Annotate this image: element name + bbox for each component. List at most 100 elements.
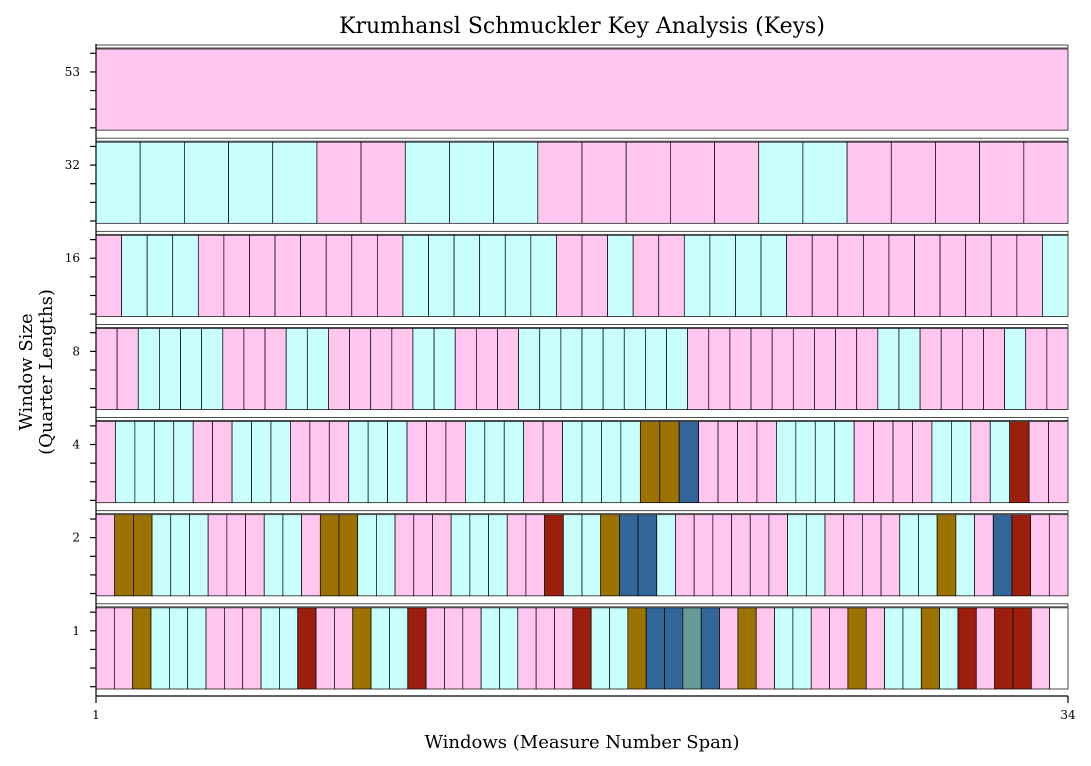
row-separator-band — [95, 230, 1069, 235]
chart-title: Krumhansl Schmuckler Key Analysis (Keys) — [339, 14, 825, 39]
key-cell — [189, 514, 209, 597]
key-cell — [853, 421, 874, 504]
key-cell — [983, 328, 1005, 410]
key-cell — [581, 234, 608, 317]
key-cell — [607, 234, 634, 317]
key-cell — [708, 328, 731, 410]
key-cell — [243, 328, 266, 410]
chart-axes: 1 34 53 32 16 8 4 2 1 — [65, 44, 1076, 722]
key-cell — [387, 421, 408, 504]
key-cell — [95, 607, 115, 690]
key-cell — [756, 421, 777, 504]
key-cell — [226, 514, 246, 597]
key-cell — [562, 514, 583, 597]
key-cell — [270, 421, 291, 504]
key-cell — [95, 234, 122, 317]
key-cell — [865, 607, 885, 690]
key-cell — [795, 421, 816, 504]
key-cell — [714, 141, 760, 224]
y-axis-label: Window Size (Quarter Lengths) — [16, 289, 57, 455]
key-cell — [755, 607, 775, 690]
key-cell — [846, 141, 892, 224]
window-row-2 — [95, 510, 1069, 597]
key-cell — [562, 421, 583, 504]
key-cell — [173, 421, 194, 504]
key-cell — [877, 328, 900, 410]
key-cell — [132, 607, 152, 690]
chart-rows — [95, 44, 1069, 690]
window-row-16 — [95, 230, 1069, 317]
key-cell — [792, 607, 812, 690]
key-cell — [445, 421, 466, 504]
key-cell — [391, 328, 414, 410]
key-cell — [95, 421, 116, 504]
key-cell — [1023, 141, 1069, 224]
key-cell — [554, 607, 574, 690]
key-cell — [771, 328, 794, 410]
key-cell — [717, 421, 738, 504]
key-cell — [884, 607, 904, 690]
y-axis-label-line1: Window Size — [16, 313, 37, 430]
key-cell — [394, 514, 415, 597]
key-cell — [656, 514, 676, 597]
key-cell — [260, 607, 280, 690]
key-cell — [404, 141, 450, 224]
key-cell — [228, 141, 274, 224]
key-cell — [888, 234, 915, 317]
key-cell — [814, 328, 836, 410]
key-cell — [581, 421, 602, 504]
key-cell — [609, 607, 629, 690]
key-cell — [115, 421, 136, 504]
key-cell — [880, 514, 901, 597]
key-cell — [600, 514, 620, 597]
key-cell — [931, 421, 952, 504]
key-cell — [207, 514, 228, 597]
key-cell — [774, 607, 794, 690]
key-cell — [683, 234, 711, 317]
key-cell — [560, 328, 583, 410]
key-cell — [242, 607, 262, 690]
key-cell — [370, 328, 393, 410]
key-cell — [601, 421, 622, 504]
key-cell — [678, 421, 699, 504]
key-cell — [205, 607, 225, 690]
key-cell — [370, 607, 390, 690]
key-cell — [802, 141, 848, 224]
key-cell — [1048, 421, 1069, 504]
x-axis-label: Windows (Measure Number Span) — [424, 732, 739, 753]
key-cell — [590, 607, 610, 690]
key-cell — [325, 234, 353, 317]
key-cell — [1046, 328, 1069, 410]
key-cell — [172, 234, 199, 317]
key-cell — [539, 328, 562, 410]
key-cell — [338, 514, 359, 597]
key-cell — [1042, 234, 1069, 317]
key-cell — [95, 514, 116, 597]
y-tick-label: 2 — [72, 531, 80, 545]
key-cell — [581, 141, 627, 224]
row-separator-band — [95, 417, 1069, 421]
key-cell — [377, 234, 404, 317]
key-cell — [556, 234, 583, 317]
key-cell — [811, 234, 839, 317]
key-cell — [990, 234, 1018, 317]
key-cell — [645, 607, 665, 690]
key-cell — [187, 607, 207, 690]
key-cell — [675, 514, 695, 597]
key-cell — [737, 607, 757, 690]
key-cell — [902, 607, 922, 690]
key-cell — [619, 514, 639, 597]
key-cell — [935, 141, 980, 224]
key-cell — [367, 421, 388, 504]
key-cell — [659, 421, 680, 504]
key-cell — [290, 421, 311, 504]
key-cell — [873, 421, 894, 504]
key-cell — [632, 234, 660, 317]
key-cell — [542, 421, 563, 504]
key-cell — [1011, 514, 1031, 597]
key-cell — [899, 514, 919, 597]
y-tick-label: 4 — [72, 438, 80, 452]
key-cell — [272, 141, 318, 224]
key-cell — [95, 48, 1069, 131]
